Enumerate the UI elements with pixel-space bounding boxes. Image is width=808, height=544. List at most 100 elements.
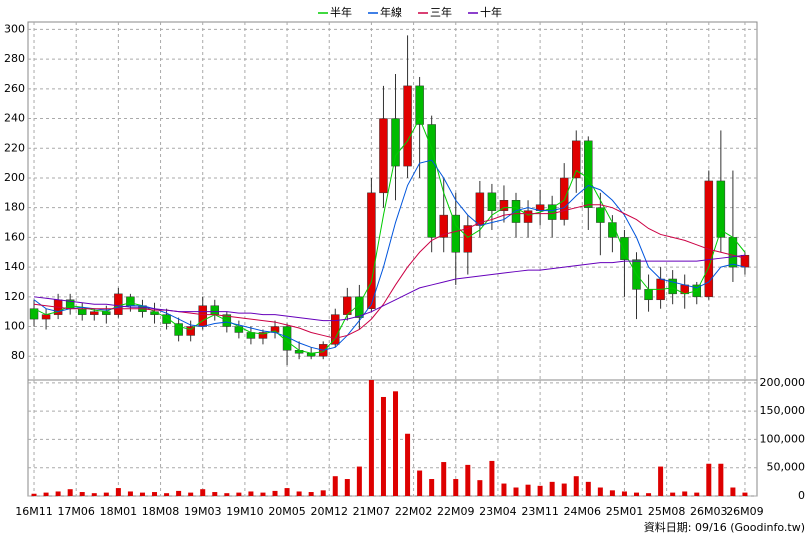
y2-tick-label: 0 xyxy=(798,489,805,502)
volume-bar xyxy=(718,463,724,496)
candle-body xyxy=(451,214,461,253)
candle-body xyxy=(511,200,521,223)
candle-body xyxy=(331,314,340,345)
y-tick-label: 300 xyxy=(4,22,25,35)
volume-bar xyxy=(200,489,206,496)
volume-bar xyxy=(188,492,194,496)
candle-body xyxy=(114,293,123,315)
volume-bar xyxy=(549,481,555,496)
y2-tick-label: 150,000 xyxy=(760,404,806,417)
x-tick-label: 20M05 xyxy=(268,505,306,518)
volume-bar xyxy=(236,492,242,496)
volume-bar xyxy=(308,492,314,496)
candle-body xyxy=(162,314,171,324)
candle-body xyxy=(198,305,207,327)
y-tick-label: 140 xyxy=(4,260,25,273)
volume-bar xyxy=(260,492,266,496)
volume-bar xyxy=(91,493,97,496)
candle-body xyxy=(716,180,726,238)
volume-bar xyxy=(272,490,278,496)
x-tick-label: 20M12 xyxy=(310,505,348,518)
candle-body xyxy=(572,140,581,179)
volume-bar xyxy=(380,396,386,496)
ma-line xyxy=(33,254,746,322)
volume-bar xyxy=(441,462,447,496)
ma-line xyxy=(33,204,746,339)
volume-bar xyxy=(525,484,531,496)
y-tick-label: 80 xyxy=(11,349,25,362)
volume-bar xyxy=(682,491,688,496)
volume-bar xyxy=(501,483,507,496)
volume-bar xyxy=(585,481,591,496)
volume-bar xyxy=(646,493,652,496)
x-tick-label: 17M06 xyxy=(57,505,95,518)
volume-bar xyxy=(706,463,712,496)
candle-body xyxy=(584,140,593,208)
volume-bar xyxy=(465,464,471,496)
volume-bar xyxy=(31,493,37,496)
volume-bar xyxy=(477,480,483,496)
candle-body xyxy=(258,332,268,339)
volume-bar xyxy=(356,466,362,496)
volume-bar xyxy=(573,476,579,496)
x-tick-label: 22M02 xyxy=(395,505,433,518)
candle-body xyxy=(559,177,569,220)
candle-body xyxy=(523,210,533,223)
candle-body xyxy=(210,305,220,315)
y2-tick-label: 50,000 xyxy=(767,461,806,474)
volume-bar xyxy=(332,476,338,496)
legend-label: 三年 xyxy=(430,5,452,19)
candle-body xyxy=(475,192,485,226)
legend-label: 年線 xyxy=(380,5,402,19)
volume-bar xyxy=(164,493,170,496)
volume-bar xyxy=(212,492,218,496)
y-tick-label: 280 xyxy=(4,52,25,65)
volume-bar xyxy=(634,492,640,496)
candle-body xyxy=(547,204,557,220)
volume-bar xyxy=(127,491,133,496)
candle-body xyxy=(620,237,629,260)
volume-bar xyxy=(103,492,109,496)
volume-bar xyxy=(621,491,627,496)
volume-bar xyxy=(405,433,411,496)
x-tick-label: 18M08 xyxy=(142,505,180,518)
volume-bar xyxy=(344,479,350,496)
volume-bar xyxy=(224,493,230,496)
volume-bar xyxy=(139,492,145,496)
volume-bar xyxy=(248,491,254,496)
legend-label: 半年 xyxy=(330,5,352,19)
candle-body xyxy=(379,118,388,194)
candle-body xyxy=(596,207,605,223)
y-tick-label: 120 xyxy=(4,290,25,303)
ma-line xyxy=(33,117,746,354)
volume-bar xyxy=(429,479,435,496)
y-tick-label: 240 xyxy=(4,112,25,125)
volume-bar xyxy=(730,487,736,496)
x-tick-label: 25M08 xyxy=(648,505,686,518)
volume-bar xyxy=(658,466,664,496)
legend-label: 十年 xyxy=(480,5,502,19)
footer: 資料日期: 09/16 (Goodinfo.tw) xyxy=(644,520,805,534)
x-tick-label: 19M10 xyxy=(226,505,264,518)
candle-body xyxy=(391,118,400,167)
candle-body xyxy=(499,200,509,211)
candle-body xyxy=(77,308,87,315)
volume-bar xyxy=(152,492,158,496)
volume-bar xyxy=(609,490,615,496)
volume-bar xyxy=(561,483,567,496)
y2-tick-label: 100,000 xyxy=(760,432,806,445)
volume-bar xyxy=(513,487,519,496)
volume-bar xyxy=(489,460,495,496)
ma-line xyxy=(33,159,746,351)
candle-body xyxy=(644,289,653,301)
candle-body xyxy=(439,214,448,238)
x-tick-label: 24M06 xyxy=(564,505,602,518)
y-tick-label: 100 xyxy=(4,320,25,333)
volume-bar xyxy=(55,491,61,496)
volume-bar xyxy=(537,485,543,496)
volume-bar xyxy=(453,479,459,496)
candle-body xyxy=(174,323,183,336)
y-tick-label: 220 xyxy=(4,141,25,154)
x-tick-label: 23M11 xyxy=(521,505,559,518)
